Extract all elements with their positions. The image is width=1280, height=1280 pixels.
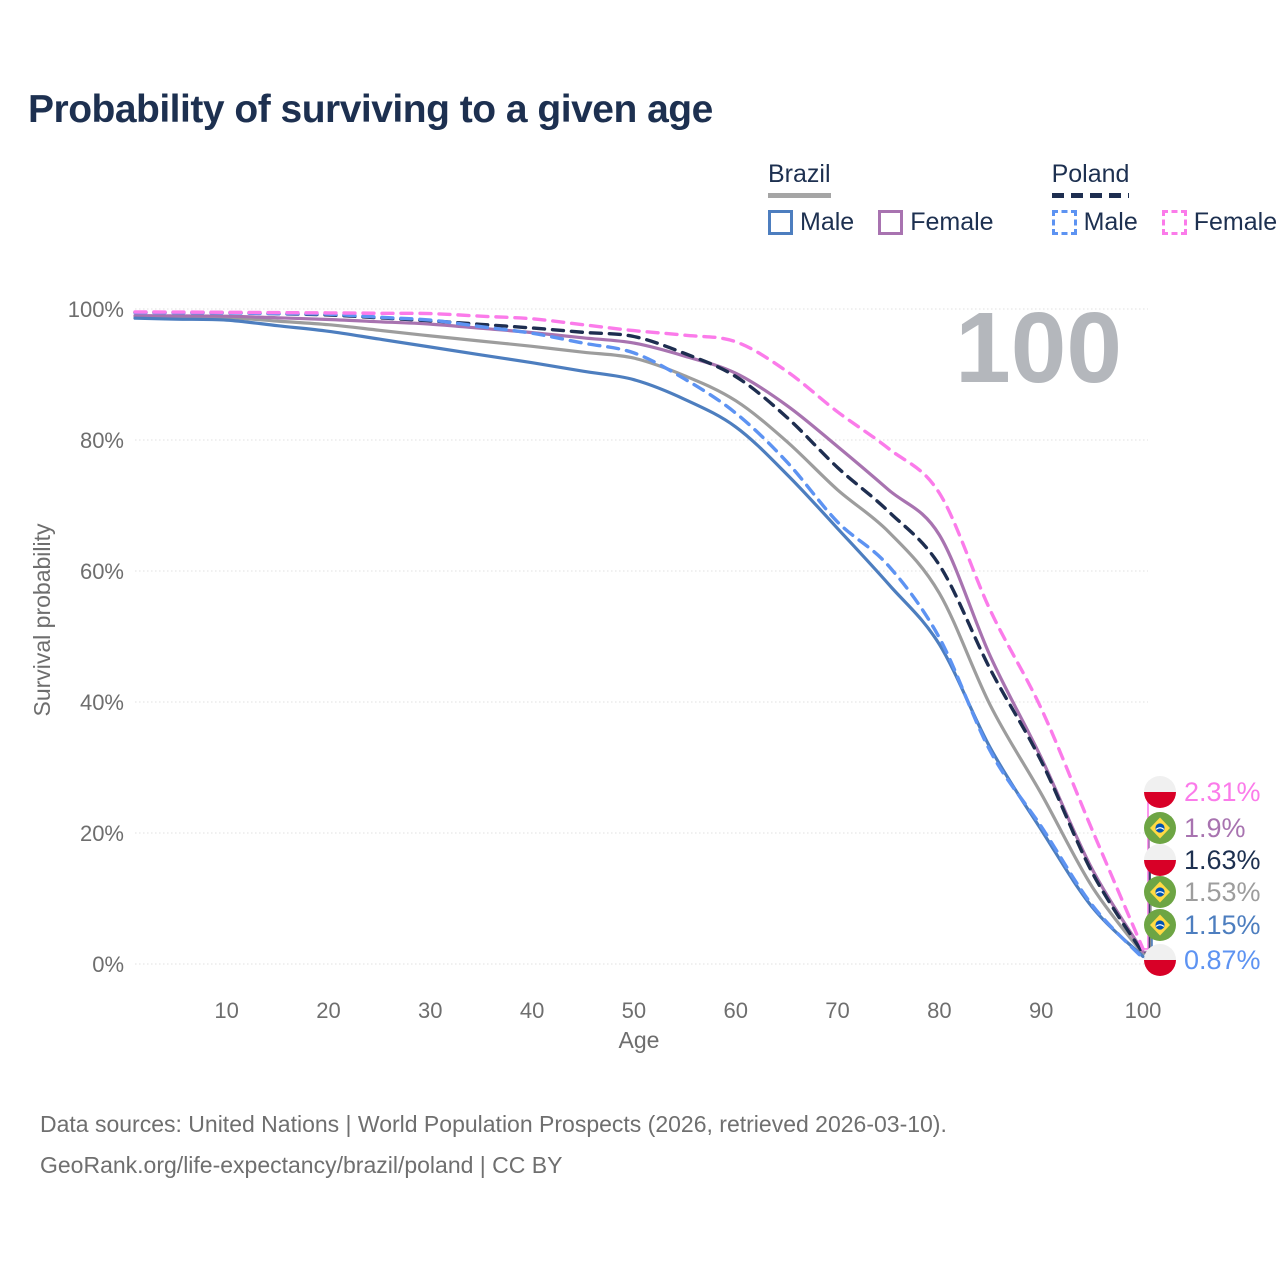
age-counter-watermark: 100: [955, 292, 1122, 404]
x-tick-60: 60: [723, 998, 747, 1023]
y-tick-100%: 100%: [68, 297, 124, 322]
end-value-brazil-female: 1.9%: [1184, 813, 1246, 843]
x-tick-80: 80: [927, 998, 951, 1023]
legend-group-brazil: Brazil Male Female: [768, 160, 994, 237]
legend-item-brazil-female[interactable]: Female: [878, 208, 994, 237]
series-line-poland-total[interactable]: [133, 310, 1145, 955]
series-line-brazil-male[interactable]: [133, 316, 1145, 959]
legend-item-poland-female[interactable]: Female: [1161, 208, 1278, 237]
brazil-flag-band: [1155, 891, 1165, 894]
brazil-male-label: Male: [800, 208, 855, 236]
x-tick-50: 50: [622, 998, 646, 1023]
x-tick-90: 90: [1029, 998, 1053, 1023]
flag-icon-poland: [1144, 944, 1176, 976]
legend-country-brazil-label: Brazil: [768, 160, 831, 188]
flag-icon-poland: [1144, 844, 1176, 876]
brazil-line-style-sample: [768, 193, 831, 198]
end-value-poland-female: 2.31%: [1184, 777, 1261, 807]
legend-group-poland: Poland Male Female: [1051, 160, 1278, 237]
poland-flag-bottom: [1144, 792, 1176, 808]
footer: Data sources: United Nations | World Pop…: [40, 1104, 947, 1186]
series-line-poland-female[interactable]: [133, 310, 1145, 951]
end-value-brazil-male: 1.15%: [1184, 910, 1261, 940]
y-tick-80%: 80%: [80, 428, 124, 453]
legend: Brazil Male Female Poland: [768, 160, 1277, 237]
x-tick-40: 40: [520, 998, 544, 1023]
x-tick-100: 100: [1125, 998, 1162, 1023]
page-title: Probability of surviving to a given age: [28, 88, 713, 131]
brazil-flag-band: [1155, 924, 1165, 927]
x-tick-30: 30: [418, 998, 442, 1023]
series-line-poland-male[interactable]: [133, 310, 1145, 960]
legend-country-poland[interactable]: Poland: [1051, 160, 1130, 198]
legend-item-brazil-male[interactable]: Male: [768, 208, 854, 237]
footer-sources: Data sources: United Nations | World Pop…: [40, 1111, 947, 1137]
flag-icon-poland: [1144, 776, 1176, 808]
series-line-brazil-female[interactable]: [133, 313, 1145, 954]
poland-flag-top: [1144, 776, 1176, 792]
x-tick-10: 10: [214, 998, 238, 1023]
y-tick-60%: 60%: [80, 559, 124, 584]
flag-icon-brazil: [1144, 876, 1176, 908]
legend-country-poland-label: Poland: [1051, 160, 1130, 188]
poland-line-style-sample: [1051, 193, 1130, 198]
poland-female-swatch: [1161, 210, 1187, 235]
poland-female-label: Female: [1193, 208, 1278, 236]
poland-flag-bottom: [1144, 960, 1176, 976]
x-tick-70: 70: [825, 998, 849, 1023]
poland-flag-top: [1144, 844, 1176, 860]
brazil-male-swatch: [768, 210, 793, 235]
footer-link[interactable]: GeoRank.org/life-expectancy/brazil/polan…: [40, 1152, 563, 1178]
y-tick-40%: 40%: [80, 690, 124, 715]
y-tick-0%: 0%: [92, 952, 124, 977]
end-value-poland-total: 1.63%: [1184, 845, 1261, 875]
legend-item-poland-male[interactable]: Male: [1051, 208, 1138, 237]
poland-flag-bottom: [1144, 860, 1176, 876]
poland-male-swatch: [1051, 210, 1077, 235]
flag-icon-brazil: [1144, 909, 1176, 941]
legend-country-brazil[interactable]: Brazil: [768, 160, 831, 198]
brazil-female-swatch: [878, 210, 904, 235]
x-axis-label: Age: [619, 1027, 660, 1053]
brazil-female-label: Female: [910, 208, 994, 236]
end-value-poland-male: 0.87%: [1184, 945, 1261, 975]
poland-male-label: Male: [1083, 208, 1138, 236]
flag-icon-brazil: [1144, 812, 1176, 844]
legend-items-brazil: Male Female: [768, 208, 994, 237]
y-tick-20%: 20%: [80, 821, 124, 846]
brazil-flag-band: [1155, 827, 1165, 830]
legend-items-poland: Male Female: [1051, 208, 1278, 237]
end-value-brazil-total: 1.53%: [1184, 877, 1261, 907]
poland-flag-top: [1144, 944, 1176, 960]
series-line-brazil-total[interactable]: [133, 314, 1145, 956]
y-axis-label: Survival probability: [29, 523, 55, 717]
x-tick-20: 20: [316, 998, 340, 1023]
